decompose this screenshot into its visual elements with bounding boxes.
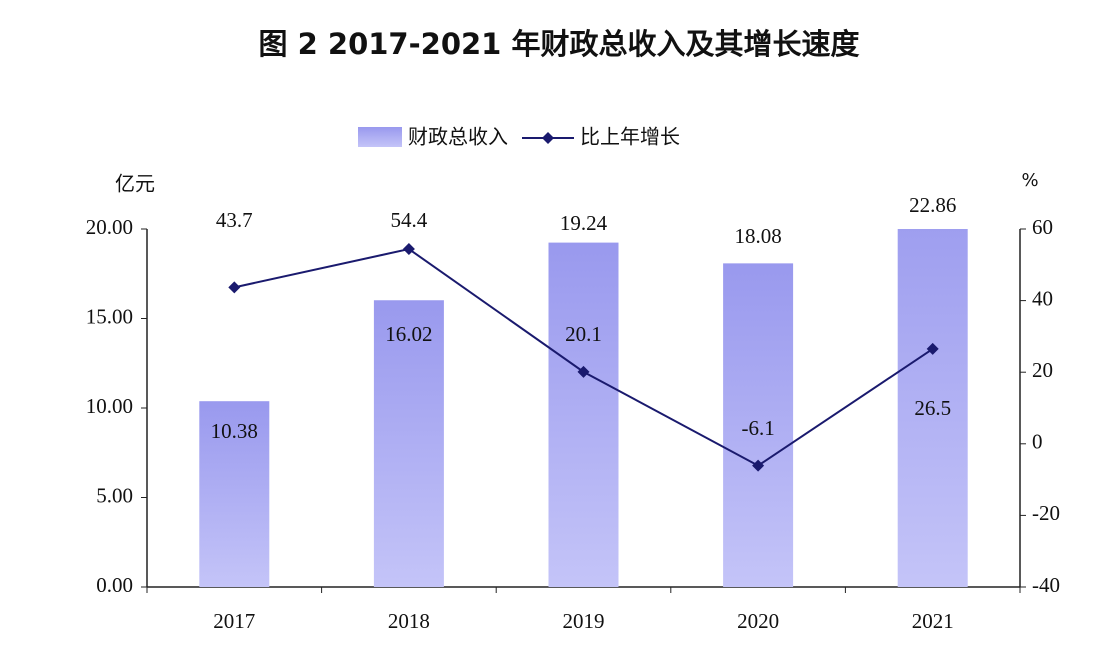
bar-value-label: 16.02 — [385, 322, 432, 346]
chart-title: 图 2 2017-2021 年财政总收入及其增长速度 — [259, 27, 860, 61]
bars — [199, 229, 968, 587]
line-marker — [926, 342, 939, 355]
line-value-label: 43.7 — [216, 208, 253, 232]
y-tick-label: 5.00 — [96, 483, 133, 507]
legend-marker — [542, 132, 554, 144]
y2-tick-label: 20 — [1032, 358, 1053, 382]
x-tick-label: 2020 — [737, 609, 779, 633]
y2-tick-label: -20 — [1032, 501, 1060, 525]
bar — [373, 300, 444, 587]
bar — [199, 401, 270, 587]
line-marker — [577, 365, 590, 378]
line-value-label: 26.5 — [914, 396, 951, 420]
y-tick-label: 0.00 — [96, 573, 133, 597]
bar-value-label: 22.86 — [909, 193, 956, 217]
legend-label: 财政总收入 — [408, 125, 508, 149]
y-tick-label: 20.00 — [86, 215, 133, 239]
bar — [723, 263, 794, 587]
y2-tick-label: 0 — [1032, 430, 1043, 454]
x-tick-label: 2017 — [213, 609, 255, 633]
x-tick-label: 2021 — [912, 609, 954, 633]
line-marker — [752, 459, 765, 472]
x-tick-label: 2018 — [388, 609, 430, 633]
y2-axis-title: % — [1021, 170, 1038, 191]
bar-value-label: 19.24 — [560, 211, 608, 235]
y2-tick-label: 40 — [1032, 286, 1053, 310]
line-value-label: 54.4 — [391, 208, 428, 232]
bar — [897, 229, 968, 587]
bar — [548, 242, 619, 587]
y2-tick-label: 60 — [1032, 215, 1053, 239]
y-tick-label: 10.00 — [86, 394, 133, 418]
legend-swatch — [358, 127, 402, 147]
line-value-label: -6.1 — [741, 416, 774, 440]
legend: 财政总收入 比上年增长 — [358, 125, 680, 149]
y-axis-title: 亿元 — [115, 172, 155, 196]
x-tick-label: 2019 — [563, 609, 605, 633]
y2-tick-label: -40 — [1032, 573, 1060, 597]
line-marker — [402, 243, 415, 256]
y-tick-label: 15.00 — [86, 304, 133, 328]
line-value-label: 20.1 — [565, 322, 602, 346]
legend-label: 比上年增长 — [580, 125, 680, 149]
line-marker — [228, 281, 241, 294]
bar-value-label: 10.38 — [211, 419, 258, 443]
bar-value-label: 18.08 — [734, 224, 781, 248]
